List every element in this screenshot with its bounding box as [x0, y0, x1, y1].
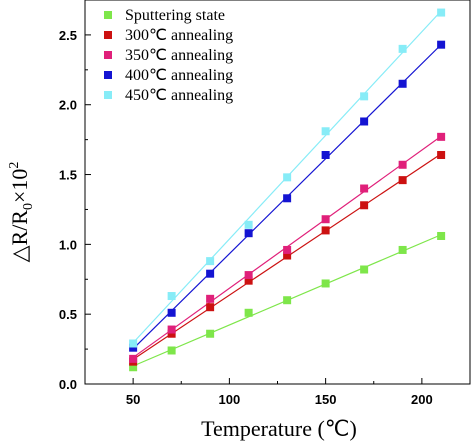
data-point: [321, 226, 330, 235]
data-points: [129, 8, 446, 372]
data-point: [321, 150, 330, 159]
data-point: [283, 251, 292, 260]
legend-label: 300℃ annealing: [125, 27, 233, 44]
data-point: [129, 343, 138, 352]
data-point: [283, 173, 292, 182]
y-tick-label: 0.5: [59, 307, 77, 322]
data-point: [283, 245, 292, 254]
data-point: [129, 339, 138, 348]
y-axis-title-sub: 0: [21, 203, 36, 210]
y-axis-title-times: ×10: [7, 169, 32, 203]
data-point: [244, 229, 253, 238]
data-point: [206, 329, 215, 338]
data-point: [206, 257, 215, 266]
legend-marker: [104, 71, 112, 79]
data-point: [283, 194, 292, 203]
ticks: 50 100 150 200 0.0 0.5 1.0 1.5 2.0 2.5: [59, 28, 433, 407]
legend-marker: [104, 91, 112, 99]
data-point: [398, 176, 407, 185]
data-point: [129, 363, 138, 372]
data-point: [360, 201, 369, 210]
y-axis-title-r: R/R: [7, 210, 32, 246]
data-point: [437, 150, 446, 159]
data-point: [167, 346, 176, 355]
data-point: [244, 308, 253, 317]
data-point: [244, 271, 253, 280]
data-point: [437, 132, 446, 141]
data-point: [321, 127, 330, 136]
data-point: [206, 303, 215, 312]
y-tick-label: 1.0: [59, 237, 77, 252]
data-point: [398, 79, 407, 88]
y-tick-label: 0.0: [59, 377, 77, 392]
data-point: [244, 220, 253, 229]
y-axis-title-delta: △: [7, 245, 32, 262]
data-point: [321, 279, 330, 288]
data-point: [360, 92, 369, 101]
y-axis-title: △R/R0×102: [7, 162, 36, 263]
data-point: [360, 184, 369, 193]
data-point: [360, 265, 369, 274]
data-point: [437, 8, 446, 17]
data-point: [206, 294, 215, 303]
x-tick-label: 200: [411, 392, 433, 407]
data-point: [129, 354, 138, 363]
legend-label: Sputtering state: [125, 7, 225, 24]
fit-lines: [132, 10, 442, 367]
data-point: [167, 325, 176, 334]
x-tick-label: 150: [315, 392, 337, 407]
y-tick-label: 2.0: [59, 98, 77, 113]
data-point: [167, 308, 176, 317]
data-point: [398, 44, 407, 53]
data-point: [360, 117, 369, 126]
x-tick-label: 50: [126, 392, 140, 407]
legend-marker: [104, 51, 112, 59]
legend-label: 350℃ annealing: [125, 47, 233, 64]
x-tick-label: 100: [219, 392, 241, 407]
legend-marker: [104, 31, 112, 39]
y-tick-label: 2.5: [59, 28, 77, 43]
legend: Sputtering state 300℃ annealing 350℃ annea…: [104, 7, 233, 104]
data-point: [437, 40, 446, 49]
y-axis-title-sup: 2: [7, 162, 22, 169]
legend-marker: [104, 11, 112, 19]
data-point: [283, 296, 292, 305]
data-point: [437, 231, 446, 240]
data-point: [167, 329, 176, 338]
legend-label: 450℃ annealing: [125, 87, 233, 104]
data-point: [321, 215, 330, 224]
data-point: [398, 245, 407, 254]
data-point: [244, 276, 253, 285]
data-point: [398, 160, 407, 169]
legend-label: 400℃ annealing: [125, 67, 233, 84]
x-axis-title: Temperature (℃): [201, 416, 357, 441]
data-point: [167, 292, 176, 301]
y-tick-label: 1.5: [59, 168, 77, 183]
data-point: [206, 269, 215, 278]
